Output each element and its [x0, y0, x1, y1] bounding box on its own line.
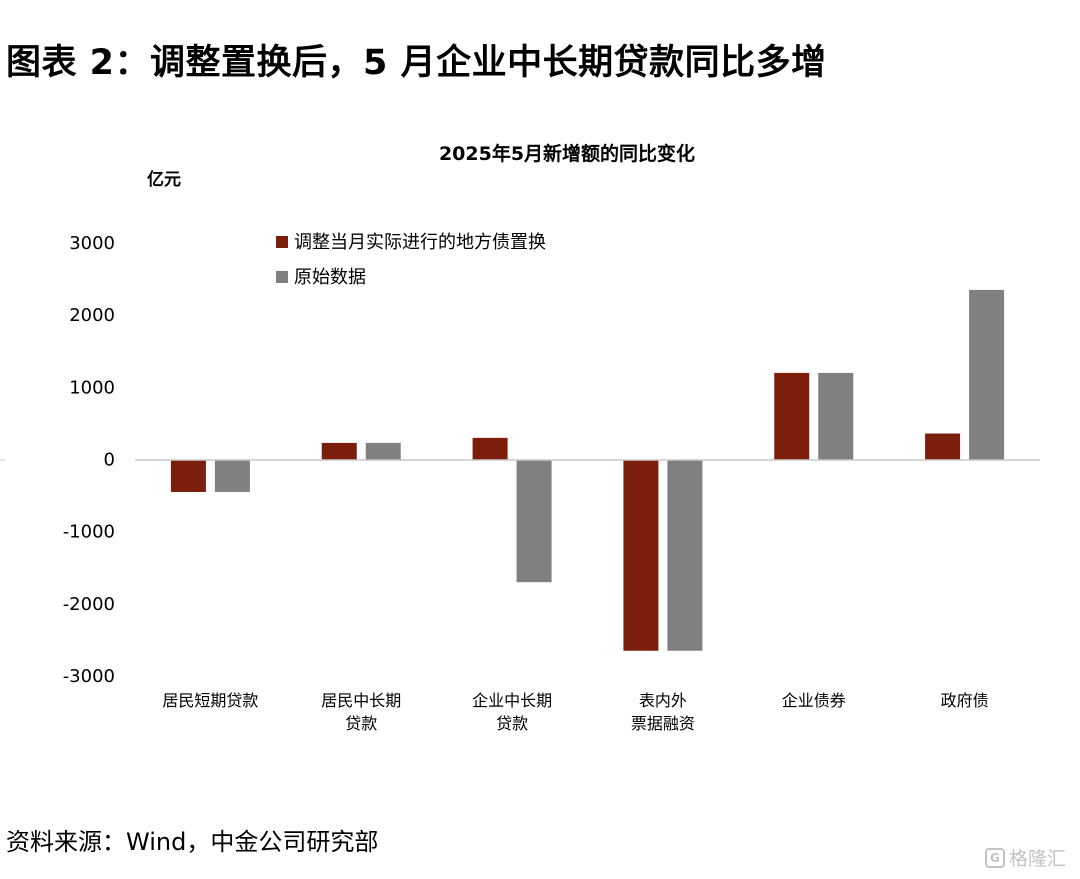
bar [214, 459, 250, 492]
bar [925, 433, 961, 460]
figure-title: 图表 2：调整置换后，5 月企业中长期贷款同比多增 [6, 43, 827, 83]
x-category-label: 居民短期贷款 [162, 691, 258, 710]
legend-label: 调整当月实际进行的地方债置换 [294, 232, 546, 253]
bar [623, 459, 659, 651]
x-category-label: 表内外 [639, 691, 687, 710]
y-axis-unit-label: 亿元 [147, 169, 181, 190]
bar [516, 459, 552, 583]
x-category-label: 企业中长期 [472, 691, 552, 710]
x-category-label: 居民中长期 [321, 691, 401, 710]
bar [818, 372, 854, 460]
watermark-logo-icon: G [984, 847, 1005, 868]
legend-label: 原始数据 [294, 267, 366, 288]
bar [365, 442, 401, 460]
chart-title: 2025年5月新增额的同比变化 [439, 142, 695, 165]
bar [774, 372, 810, 460]
watermark-text: 格隆汇 [1008, 848, 1066, 870]
x-category-label: 政府债 [941, 691, 989, 710]
y-tick-label: -2000 [63, 594, 115, 615]
legend-swatch [276, 236, 288, 248]
bar [667, 459, 703, 651]
watermark: G 格隆汇 [984, 844, 1066, 871]
y-tick-label: -3000 [63, 666, 115, 687]
x-category-label: 贷款 [345, 714, 377, 733]
y-tick-label: 1000 [69, 377, 115, 398]
bar [321, 442, 357, 460]
x-category-label: 企业债券 [782, 691, 846, 710]
y-tick-label: 3000 [69, 233, 115, 254]
bar [472, 437, 508, 460]
y-axis-ticks: 3000 2000 1000 0 -1000 -2000 -3000 [63, 233, 115, 687]
x-category-label: 票据融资 [631, 714, 695, 733]
x-category-label: 贷款 [496, 714, 528, 733]
y-tick-label: -1000 [63, 522, 115, 543]
bar [969, 289, 1005, 460]
bar [170, 459, 206, 492]
y-tick-label: 2000 [69, 305, 115, 326]
legend-swatch [276, 271, 288, 283]
source-note: 资料来源：Wind，中金公司研究部 [6, 828, 379, 856]
bar-chart: 2025年5月新增额的同比变化 亿元 3000 2000 1000 0 -1000 -20… [0, 142, 1040, 733]
y-tick-label: 0 [104, 450, 115, 471]
bar-series [170, 289, 1005, 651]
